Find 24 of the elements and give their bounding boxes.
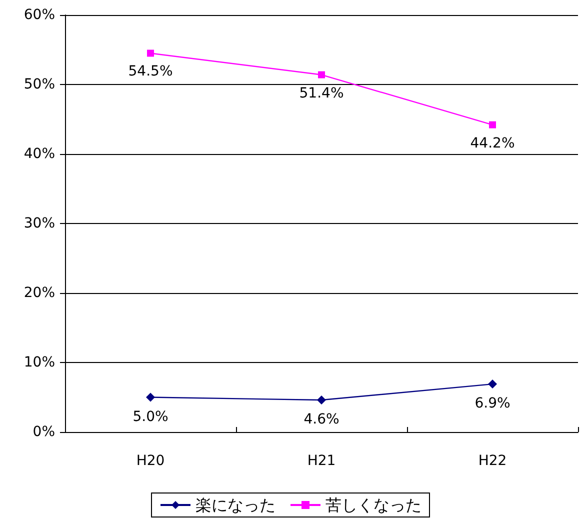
legend-label: 苦しくなった (326, 496, 422, 514)
point (146, 392, 155, 402)
legend-label: 楽になった (196, 496, 276, 514)
point (489, 121, 496, 128)
y-tick-label: 30% (24, 216, 55, 232)
y-tick-label: 0% (32, 424, 55, 440)
point (318, 71, 325, 78)
data-label: 5.0% (132, 408, 168, 425)
x-tick-label: H21 (307, 453, 336, 469)
point (147, 50, 154, 57)
y-tick-label: 50% (24, 76, 55, 92)
y-tick-label: 10% (24, 354, 55, 370)
data-label: 54.5% (128, 64, 173, 80)
x-tick-label: H20 (136, 453, 165, 469)
data-label: 44.2% (470, 135, 515, 152)
y-tick-label: 20% (24, 285, 55, 301)
data-label: 51.4% (299, 85, 344, 102)
data-label: 4.6% (304, 412, 340, 428)
data-label: 6.9% (474, 396, 510, 412)
y-tick-label: 60% (24, 7, 55, 23)
point (488, 380, 497, 389)
y-tick-label: 40% (24, 146, 55, 162)
x-tick-label: H22 (478, 453, 507, 469)
point (317, 396, 326, 405)
